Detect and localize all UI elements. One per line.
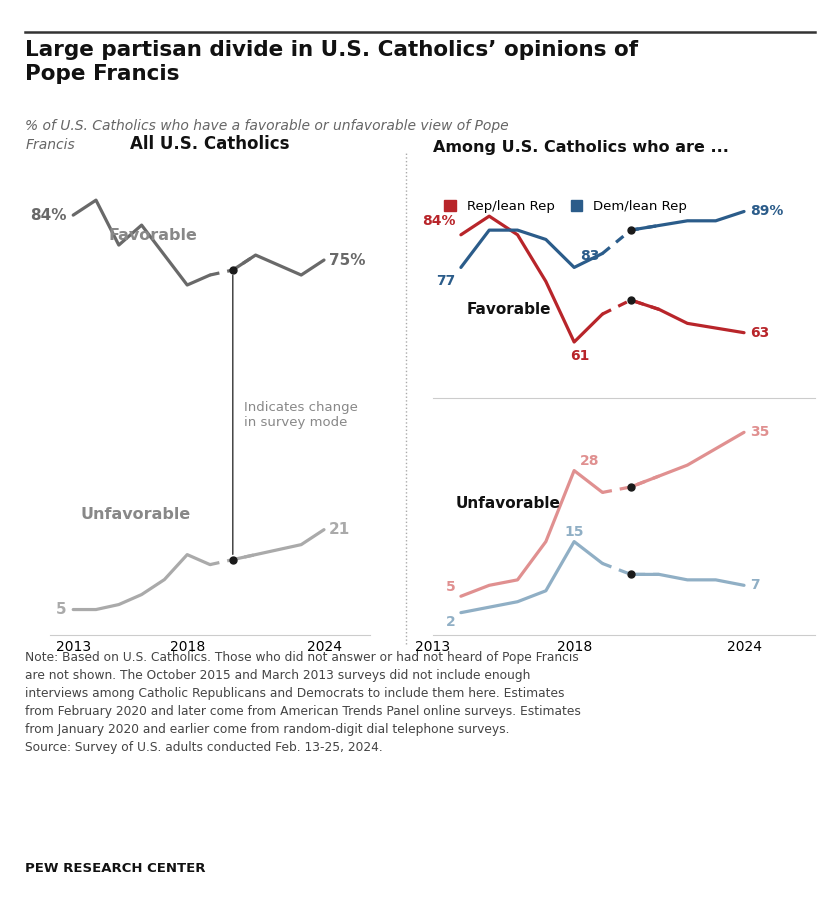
Text: 84%: 84%	[30, 208, 66, 222]
Text: Large partisan divide in U.S. Catholics’ opinions of
Pope Francis: Large partisan divide in U.S. Catholics’…	[25, 40, 638, 85]
Text: 83: 83	[580, 248, 599, 263]
Text: 35: 35	[749, 426, 769, 439]
Title: All U.S. Catholics: All U.S. Catholics	[130, 135, 290, 153]
Text: Favorable: Favorable	[466, 302, 551, 317]
Text: PEW RESEARCH CENTER: PEW RESEARCH CENTER	[25, 862, 206, 875]
Text: 5: 5	[55, 602, 66, 617]
Text: % of U.S. Catholics who have a favorable or unfavorable view of Pope
Francis: % of U.S. Catholics who have a favorable…	[25, 119, 509, 152]
Text: 5: 5	[445, 580, 455, 593]
Text: 89%: 89%	[749, 204, 783, 219]
Text: 75%: 75%	[328, 253, 365, 267]
Text: Unfavorable: Unfavorable	[80, 508, 191, 522]
Text: Note: Based on U.S. Catholics. Those who did not answer or had not heard of Pope: Note: Based on U.S. Catholics. Those who…	[25, 651, 581, 753]
Text: 2: 2	[445, 616, 455, 629]
Text: 84%: 84%	[422, 214, 455, 228]
Text: Favorable: Favorable	[108, 228, 197, 243]
Legend: Rep/lean Rep, Dem/lean Rep: Rep/lean Rep, Dem/lean Rep	[439, 194, 692, 219]
Text: Indicates change
in survey mode: Indicates change in survey mode	[244, 400, 358, 428]
Text: 21: 21	[328, 522, 349, 537]
Text: 28: 28	[580, 454, 599, 468]
Text: 15: 15	[564, 525, 584, 539]
Text: 61: 61	[570, 349, 590, 363]
Text: Unfavorable: Unfavorable	[455, 496, 560, 511]
Text: 7: 7	[749, 579, 759, 592]
Text: 63: 63	[749, 326, 769, 339]
Text: 77: 77	[436, 274, 455, 288]
Text: Among U.S. Catholics who are ...: Among U.S. Catholics who are ...	[433, 140, 728, 155]
